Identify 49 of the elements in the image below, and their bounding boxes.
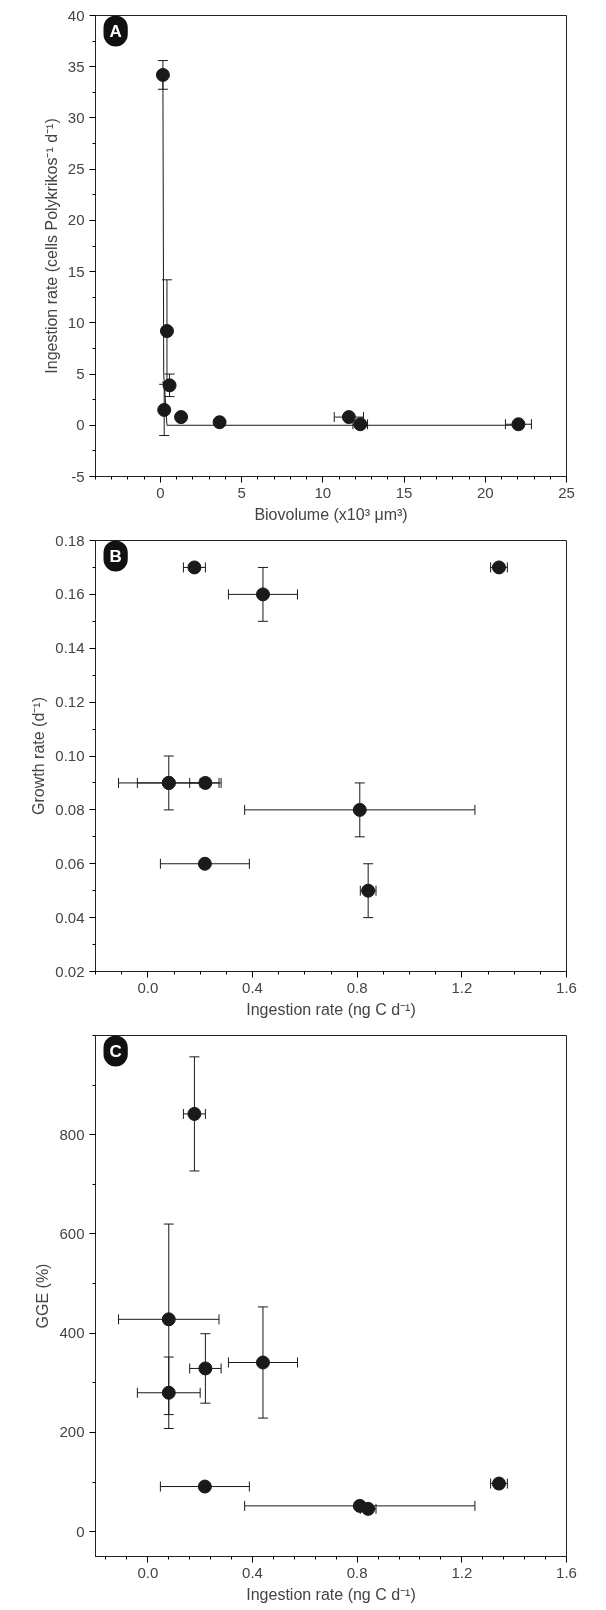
y-tick-label: 0 xyxy=(76,416,85,434)
y-tick-label: 0.14 xyxy=(55,639,85,657)
y-tick-label: 200 xyxy=(59,1423,85,1441)
x-tick-label: 5 xyxy=(237,483,246,501)
y-axis-title: Growth rate (d⁻¹) xyxy=(30,697,48,815)
annotation: B xyxy=(109,546,122,566)
y-tick-label: 40 xyxy=(67,6,85,24)
y-tick-label: 600 xyxy=(59,1224,85,1242)
y-tick-label: 400 xyxy=(59,1324,85,1342)
y-tick-label: 5 xyxy=(76,365,85,383)
x-axis-title: Biovolume (x10³ μm³) xyxy=(254,505,408,523)
y-tick-label: 0.18 xyxy=(55,531,85,549)
x-tick-label: 20 xyxy=(476,483,494,501)
y-tick-label: 10 xyxy=(67,313,85,331)
x-axis-title: Ingestion rate (ng C d⁻¹) xyxy=(246,1585,416,1603)
x-tick-label: 15 xyxy=(395,483,413,501)
x-tick-label: 0.0 xyxy=(137,978,159,996)
y-tick-label: 0.16 xyxy=(55,585,85,603)
y-tick-label: -5 xyxy=(71,467,85,485)
y-tick-label: 0.12 xyxy=(55,693,85,711)
y-axis-title: Ingestion rate (cells Polykrikos⁻¹ d⁻¹) xyxy=(42,118,60,374)
y-tick-label: 0.04 xyxy=(55,908,85,926)
x-axis-title: Ingestion rate (ng C d⁻¹) xyxy=(246,1000,416,1018)
x-tick-label: 1.6 xyxy=(556,978,577,996)
y-tick-label: 0.08 xyxy=(55,800,85,818)
x-tick-label: 1.2 xyxy=(451,978,473,996)
x-tick-label: 0.4 xyxy=(242,978,263,996)
y-tick-label: 800 xyxy=(59,1125,85,1143)
y-axis-title: GGE (%) xyxy=(34,1263,52,1329)
x-tick-label: 10 xyxy=(314,483,332,501)
annotation: C xyxy=(109,1041,122,1061)
x-tick-label: 25 xyxy=(558,483,575,501)
y-tick-label: 0.06 xyxy=(55,854,85,872)
y-tick-label: 30 xyxy=(67,108,85,126)
y-tick-label: 15 xyxy=(67,262,85,280)
y-tick-label: 0.02 xyxy=(55,962,85,980)
x-tick-label: 0 xyxy=(156,483,165,501)
x-tick-label: 0.8 xyxy=(346,978,368,996)
annotation: A xyxy=(109,21,122,41)
x-tick-label: 1.6 xyxy=(556,1563,577,1581)
x-tick-label: 1.2 xyxy=(451,1563,473,1581)
x-tick-label: 0.8 xyxy=(346,1563,368,1581)
x-tick-label: 0.0 xyxy=(137,1563,159,1581)
x-tick-label: 0.4 xyxy=(242,1563,263,1581)
y-tick-label: 20 xyxy=(67,211,85,229)
y-tick-label: 25 xyxy=(67,160,85,178)
y-tick-label: 35 xyxy=(67,57,85,75)
y-tick-label: 0 xyxy=(76,1522,85,1540)
y-tick-label: 0.10 xyxy=(55,747,85,764)
